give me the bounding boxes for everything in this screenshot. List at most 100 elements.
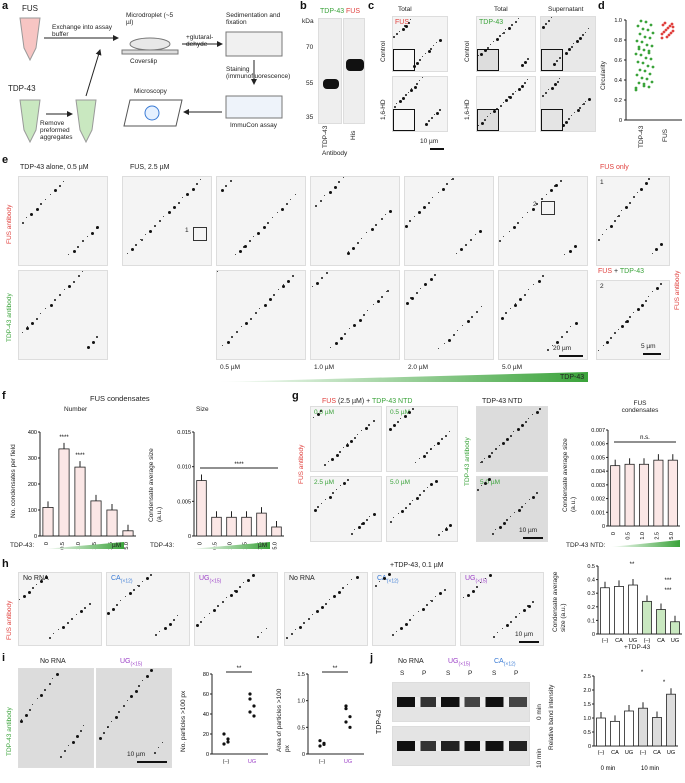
speckle [361,523,364,526]
e-fus-only: FUS only [600,164,629,171]
microscopy-label: Microscopy [134,88,167,95]
f-grad-1 [44,542,124,549]
d-point-fus-10 [662,30,666,34]
g-img-05: 0.5 µM [386,406,458,472]
speckle [372,419,375,422]
j-bar-1 [610,720,620,747]
speckle [413,615,415,617]
speckle [418,80,420,82]
h-yticklabel-3: 0.3 [587,591,595,597]
speckle [317,505,320,508]
speckle [378,580,380,582]
speckle [527,212,529,214]
speckle [432,197,434,199]
j-tdp: TDP-43 [376,709,383,734]
i2-sig: ** [333,666,338,672]
speckle [585,100,587,102]
d-yticklabel-1: 0.2 [614,98,622,104]
c-total2: Total [494,6,508,13]
e-tdp-ab: TDP-43 antibody [6,293,13,342]
speckle [377,300,380,304]
speckle [195,624,199,628]
speckle [501,32,503,34]
i2-point-1-4 [344,707,348,711]
speckle [244,244,248,248]
speckle [31,322,35,326]
speckle [474,234,476,236]
d-yticklabel-0: 0 [619,118,622,124]
e-tdp-alone-fus [18,176,108,266]
i2-point-1-1 [348,715,352,719]
speckle [508,96,511,99]
f-xlabel-1: TDP-43: [10,542,35,549]
speckle [56,672,59,676]
speckle [432,45,434,47]
j-yticklabel-0: 0 [588,744,591,750]
speckle [389,520,392,523]
speckle [560,336,563,339]
j-ca: CA(×12) [494,658,516,667]
speckle [470,238,473,241]
speckle [514,90,516,92]
speckle [433,114,435,116]
i1-point-0-1 [226,737,230,741]
speckle [523,293,526,296]
j-chart: 0 0.5 1.0 1.5 2.0 2.5 (–) CA UG (–) CA UG 0 min 10 mi… [548,660,684,778]
speckle [369,516,371,518]
speckle [339,485,341,487]
speckle [163,215,165,217]
speckle [505,29,507,31]
b-lane2: His [350,130,357,140]
speckle [517,18,519,20]
h-svg: 00.10.20.30.40.5(–) CA UG (–) CA UG******** [587,562,682,644]
speckle [523,60,527,64]
speckle [52,677,54,679]
speckle [44,688,47,691]
h-img-5: CA(×12) [372,572,456,646]
j-yticklabel-4: 2.0 [583,688,591,694]
speckle [357,526,361,530]
h-bar-1 [614,585,624,635]
speckle [277,289,279,291]
g-ns: n.s. [640,435,650,441]
speckle [88,602,91,605]
speckle [96,336,99,339]
speckle [514,512,516,514]
speckle [367,309,369,311]
speckle [427,120,430,123]
h-xlabel-4: CA [657,638,665,644]
speckle [220,189,224,193]
j-lane-1: P [422,670,427,677]
speckle [429,278,433,282]
e-c05-fus [216,176,306,266]
speckle [423,489,426,492]
h-fus-ab: FUS antibody [6,600,13,640]
speckle [426,603,429,606]
speckle [418,611,420,613]
speckle [72,250,76,254]
h-bar-5 [670,621,680,635]
speckle [281,207,285,211]
speckle [443,343,445,345]
speckle [404,507,407,510]
speckle [446,183,449,186]
speckle [243,582,245,584]
speckle [480,485,482,487]
speckle [40,203,43,206]
speckle [40,313,42,315]
speckle [462,597,464,599]
i-img-1 [18,668,94,768]
speckle [570,115,572,117]
g-bar-0 [610,465,621,527]
d-point-tdp-39 [637,45,641,49]
speckle [257,231,261,235]
j-ca-sub: (×12) [503,661,516,668]
speckle [40,693,44,697]
speckle [415,292,418,295]
e-scalebar [559,355,583,357]
speckle [342,177,344,178]
speckle [391,634,394,637]
speckle [497,632,499,634]
speckle [644,182,648,186]
speckle [437,441,441,445]
